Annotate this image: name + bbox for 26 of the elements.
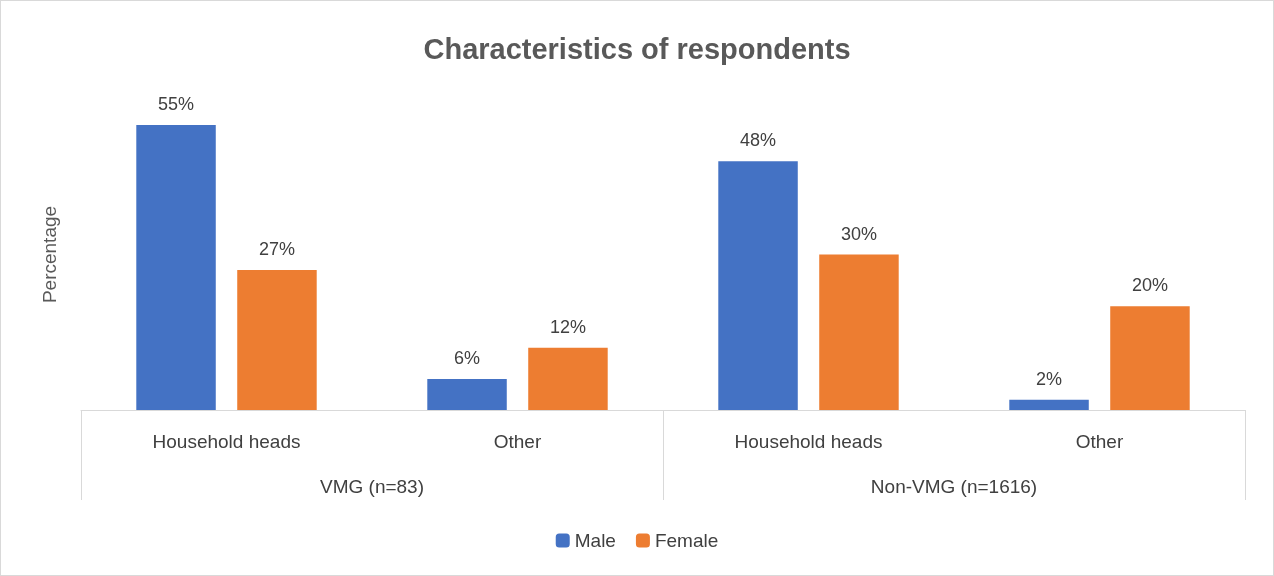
data-label: 27% [258,239,295,260]
bar [718,161,798,410]
bar [1009,399,1089,410]
data-label: 6% [454,347,481,368]
bar [427,378,507,410]
data-label: 12% [549,316,586,337]
legend-label: Female [654,530,719,551]
bar [819,254,899,410]
chart-title: Characteristics of respondents [423,32,851,65]
data-label: 2% [1036,368,1063,389]
text: VMG (n=83) [319,476,425,497]
data-label: 55% [158,93,195,114]
data-label: 48% [740,130,777,151]
legend-label: Male [574,530,616,551]
data-label: 20% [1131,275,1168,296]
x-tick-label: Other [493,431,542,452]
text: Non-VMG (n=1616) [870,476,1038,497]
bar [1110,306,1190,410]
x-tick-label: Other [1075,431,1124,452]
data-label: 30% [840,223,877,244]
y-axis-title: Percentage [39,205,60,304]
x-tick-label: Household heads [152,431,301,452]
x-tick-label: Household heads [734,431,883,452]
bar [136,124,216,410]
bar [237,270,317,410]
bar [528,347,608,410]
